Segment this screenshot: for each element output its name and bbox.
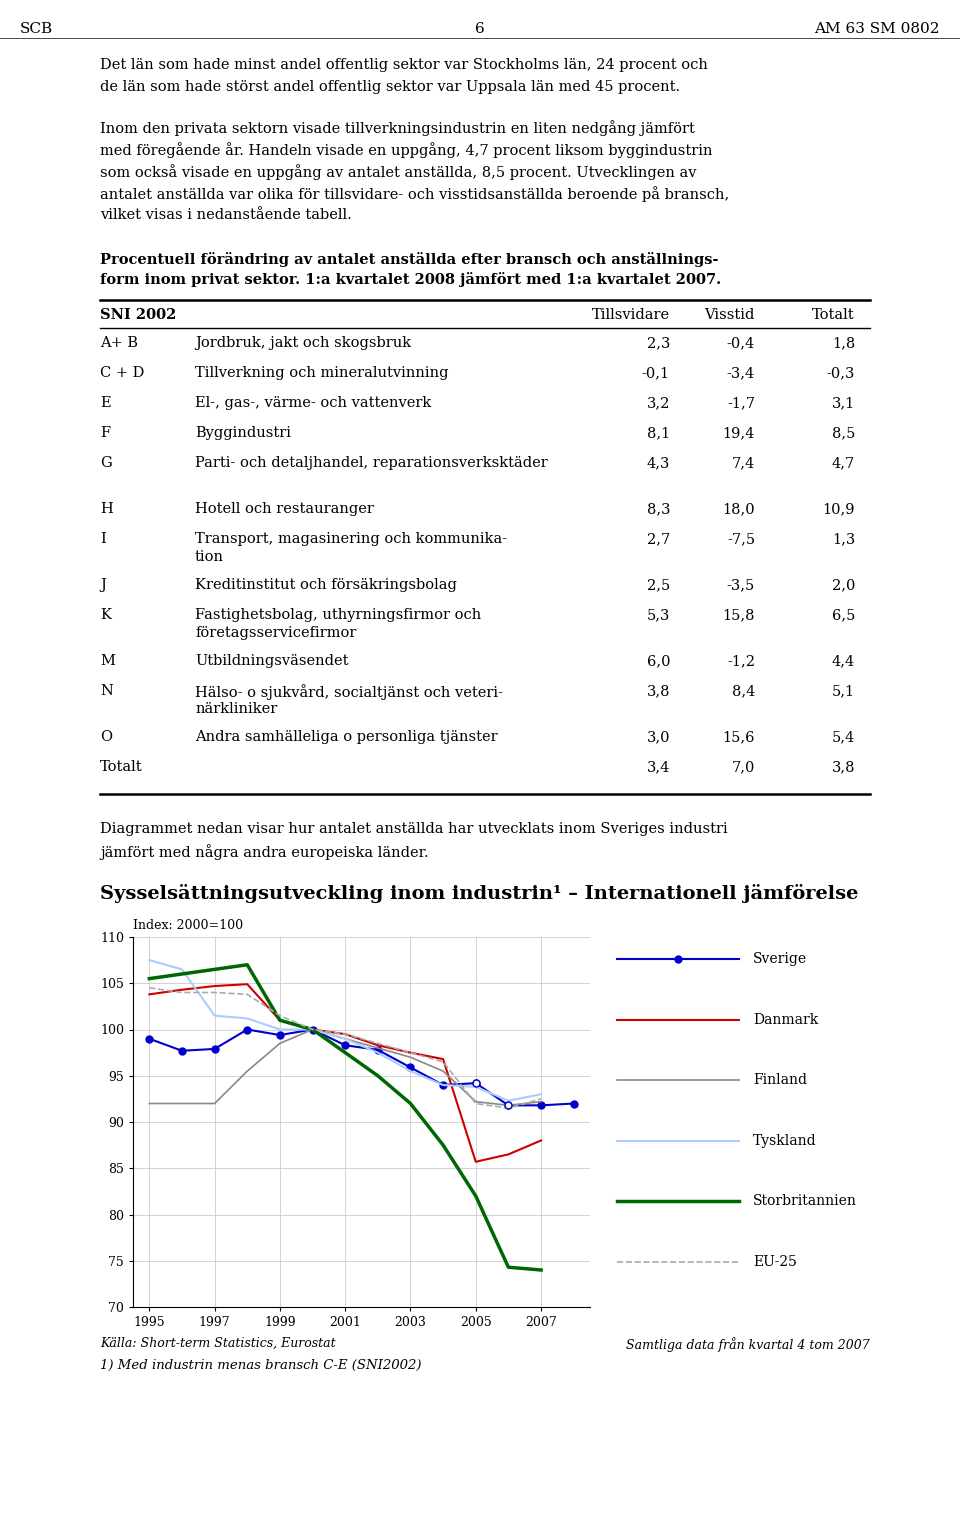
Text: K: K: [100, 608, 111, 622]
Text: jämfört med några andra europeiska länder.: jämfört med några andra europeiska lände…: [100, 844, 428, 859]
Text: F: F: [100, 426, 110, 440]
Text: 15,8: 15,8: [723, 608, 755, 622]
Text: SNI 2002: SNI 2002: [100, 307, 177, 322]
Text: Andra samhälleliga o personliga tjänster: Andra samhälleliga o personliga tjänster: [195, 730, 497, 744]
Text: 4,7: 4,7: [831, 456, 855, 470]
Text: Hälso- o sjukvård, socialtjänst och veteri-: Hälso- o sjukvård, socialtjänst och vete…: [195, 684, 503, 700]
Text: Källa: Short-term Statistics, Eurostat: Källa: Short-term Statistics, Eurostat: [100, 1337, 336, 1351]
Text: form inom privat sektor. 1:a kvartalet 2008 jämfört med 1:a kvartalet 2007.: form inom privat sektor. 1:a kvartalet 2…: [100, 272, 721, 287]
Text: Byggindustri: Byggindustri: [195, 426, 291, 440]
Text: 18,0: 18,0: [722, 502, 755, 516]
Text: 2,3: 2,3: [647, 336, 670, 350]
Text: J: J: [100, 578, 106, 592]
Text: El-, gas-, värme- och vattenverk: El-, gas-, värme- och vattenverk: [195, 395, 431, 411]
Text: I: I: [100, 532, 106, 546]
Text: A+ B: A+ B: [100, 336, 138, 350]
Text: Sysselsättningsutveckling inom industrin¹ – Internationell jämförelse: Sysselsättningsutveckling inom industrin…: [100, 884, 858, 903]
Text: AM 63 SM 0802: AM 63 SM 0802: [814, 21, 940, 37]
Text: Diagrammet nedan visar hur antalet anställda har utvecklats inom Sveriges indust: Diagrammet nedan visar hur antalet anstä…: [100, 821, 728, 837]
Text: Totalt: Totalt: [100, 760, 143, 774]
Text: Tyskland: Tyskland: [753, 1133, 816, 1148]
Text: 1,3: 1,3: [831, 532, 855, 546]
Text: 8,5: 8,5: [831, 426, 855, 440]
Text: 5,1: 5,1: [832, 684, 855, 698]
Text: -3,5: -3,5: [727, 578, 755, 592]
Text: Samtliga data från kvartal 4 tom 2007: Samtliga data från kvartal 4 tom 2007: [626, 1337, 870, 1352]
Text: de län som hade störst andel offentlig sektor var Uppsala län med 45 procent.: de län som hade störst andel offentlig s…: [100, 81, 680, 94]
Text: 2,7: 2,7: [647, 532, 670, 546]
Text: Storbritannien: Storbritannien: [753, 1194, 856, 1208]
Text: 3,1: 3,1: [831, 395, 855, 411]
Text: C + D: C + D: [100, 367, 144, 380]
Text: 8,1: 8,1: [647, 426, 670, 440]
Text: 2,5: 2,5: [647, 578, 670, 592]
Text: Transport, magasinering och kommunika-: Transport, magasinering och kommunika-: [195, 532, 507, 546]
Text: -0,4: -0,4: [727, 336, 755, 350]
Text: Inom den privata sektorn visade tillverkningsindustrin en liten nedgång jämfört: Inom den privata sektorn visade tillverk…: [100, 120, 695, 135]
Text: 7,0: 7,0: [732, 760, 755, 774]
Text: Jordbruk, jakt och skogsbruk: Jordbruk, jakt och skogsbruk: [195, 336, 411, 350]
Text: Parti- och detaljhandel, reparationsverksktäder: Parti- och detaljhandel, reparationsverk…: [195, 456, 548, 470]
Text: med föregående år. Handeln visade en uppgång, 4,7 procent liksom byggindustrin: med föregående år. Handeln visade en upp…: [100, 141, 712, 158]
Text: Finland: Finland: [753, 1074, 806, 1088]
Text: 15,6: 15,6: [723, 730, 755, 744]
Text: 3,0: 3,0: [646, 730, 670, 744]
Text: som också visade en uppgång av antalet anställda, 8,5 procent. Utvecklingen av: som också visade en uppgång av antalet a…: [100, 164, 697, 179]
Text: 7,4: 7,4: [732, 456, 755, 470]
Text: 3,8: 3,8: [831, 760, 855, 774]
Text: 6,5: 6,5: [831, 608, 855, 622]
Text: Tillsvidare: Tillsvidare: [592, 307, 670, 322]
Text: O: O: [100, 730, 112, 744]
Text: Fastighetsbolag, uthyrningsfirmor och: Fastighetsbolag, uthyrningsfirmor och: [195, 608, 481, 622]
Text: 6: 6: [475, 21, 485, 37]
Text: Visstid: Visstid: [705, 307, 755, 322]
Text: 19,4: 19,4: [723, 426, 755, 440]
Text: 3,8: 3,8: [646, 684, 670, 698]
Text: 3,2: 3,2: [647, 395, 670, 411]
Text: -7,5: -7,5: [727, 532, 755, 546]
Text: 4,4: 4,4: [831, 654, 855, 668]
Text: Kreditinstitut och försäkringsbolag: Kreditinstitut och försäkringsbolag: [195, 578, 457, 592]
Text: 5,3: 5,3: [647, 608, 670, 622]
Text: Det län som hade minst andel offentlig sektor var Stockholms län, 24 procent och: Det län som hade minst andel offentlig s…: [100, 58, 708, 71]
Text: närkliniker: närkliniker: [195, 703, 277, 716]
Text: 1) Med industrin menas bransch C-E (SNI2002): 1) Med industrin menas bransch C-E (SNI2…: [100, 1358, 421, 1372]
Text: 8,3: 8,3: [646, 502, 670, 516]
Text: 1,8: 1,8: [831, 336, 855, 350]
Text: 8,4: 8,4: [732, 684, 755, 698]
Text: antalet anställda var olika för tillsvidare- och visstidsanställda beroende på b: antalet anställda var olika för tillsvid…: [100, 186, 730, 202]
Text: Tillverkning och mineralutvinning: Tillverkning och mineralutvinning: [195, 367, 448, 380]
Text: -1,2: -1,2: [727, 654, 755, 668]
Text: 3,4: 3,4: [647, 760, 670, 774]
Text: -3,4: -3,4: [727, 367, 755, 380]
Text: -0,1: -0,1: [642, 367, 670, 380]
Text: 10,9: 10,9: [823, 502, 855, 516]
Text: 2,0: 2,0: [831, 578, 855, 592]
Text: 5,4: 5,4: [831, 730, 855, 744]
Text: vilket visas i nedanstående tabell.: vilket visas i nedanstående tabell.: [100, 208, 351, 222]
Text: M: M: [100, 654, 115, 668]
Text: Procentuell förändring av antalet anställda efter bransch och anställnings-: Procentuell förändring av antalet anstäl…: [100, 252, 718, 268]
Text: G: G: [100, 456, 111, 470]
Text: Utbildningsväsendet: Utbildningsväsendet: [195, 654, 348, 668]
Text: -0,3: -0,3: [827, 367, 855, 380]
Text: Index: 2000=100: Index: 2000=100: [133, 919, 243, 932]
Text: SCB: SCB: [20, 21, 53, 37]
Text: företagsservicefirmor: företagsservicefirmor: [195, 627, 356, 640]
Text: Danmark: Danmark: [753, 1013, 818, 1027]
Text: tion: tion: [195, 551, 224, 564]
Text: 4,3: 4,3: [647, 456, 670, 470]
Text: Totalt: Totalt: [812, 307, 855, 322]
Text: Hotell och restauranger: Hotell och restauranger: [195, 502, 373, 516]
Text: E: E: [100, 395, 110, 411]
Text: EU-25: EU-25: [753, 1255, 797, 1269]
Text: 6,0: 6,0: [646, 654, 670, 668]
Text: Sverige: Sverige: [753, 952, 807, 966]
Text: H: H: [100, 502, 112, 516]
Text: -1,7: -1,7: [727, 395, 755, 411]
Text: N: N: [100, 684, 113, 698]
